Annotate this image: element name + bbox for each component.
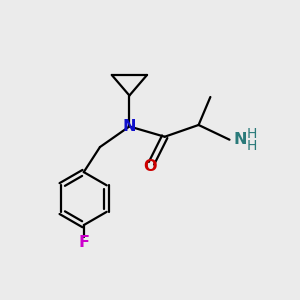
Text: O: O bbox=[143, 159, 157, 174]
Text: H: H bbox=[247, 128, 257, 141]
Text: H: H bbox=[247, 139, 257, 153]
Text: F: F bbox=[78, 235, 89, 250]
Text: N: N bbox=[233, 132, 247, 147]
Text: N: N bbox=[123, 119, 136, 134]
